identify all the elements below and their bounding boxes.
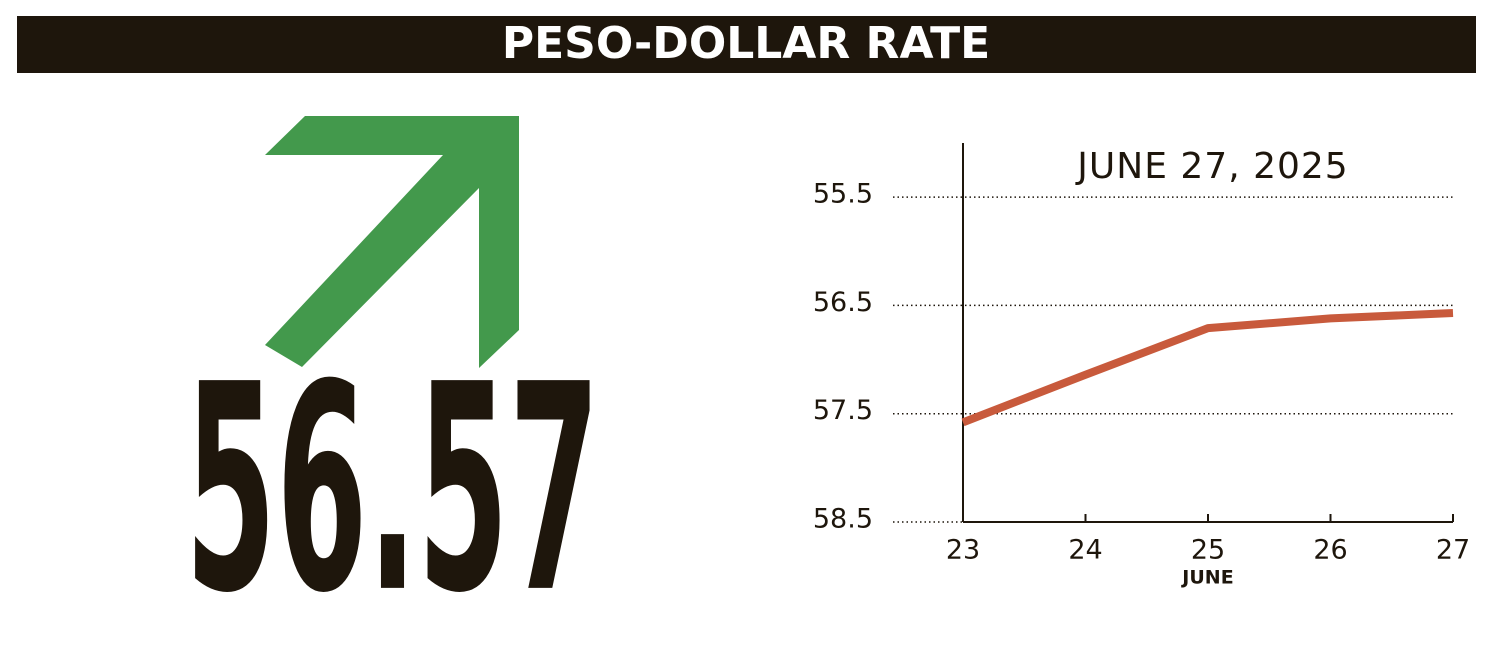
y-tick-label: 58.5: [813, 504, 873, 535]
y-tick-label: 55.5: [813, 179, 873, 210]
x-tick-label: 24: [1068, 535, 1102, 566]
title-banner: [17, 16, 1476, 73]
up-arrow: [265, 116, 519, 368]
y-tick-label: 57.5: [813, 395, 873, 426]
title: PESO-DOLLAR RATE: [502, 18, 990, 69]
x-tick-label: 27: [1436, 535, 1470, 566]
current-rate: 56.57: [185, 324, 600, 642]
x-tick-label: 26: [1313, 535, 1347, 566]
chart-subtitle: JUNE 27, 2025: [1075, 146, 1348, 187]
x-axis-label: JUNE: [1180, 567, 1233, 589]
rate-line: [961, 309, 1454, 427]
x-tick-label: 25: [1191, 535, 1225, 566]
x-tick-label: 23: [946, 535, 980, 566]
y-tick-label: 56.5: [813, 287, 873, 318]
